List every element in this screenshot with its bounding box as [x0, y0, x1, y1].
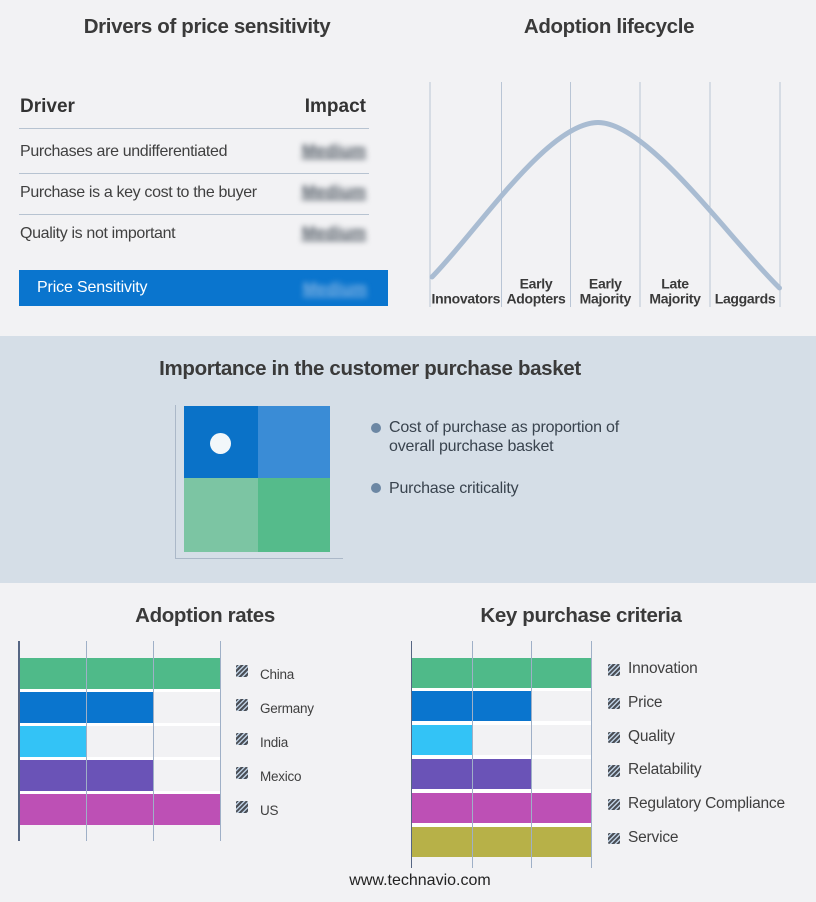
svg-text:Adopters: Adopters — [506, 291, 566, 307]
svg-text:Majority: Majority — [649, 291, 701, 307]
svg-text:Laggards: Laggards — [715, 291, 776, 307]
svg-text:Early: Early — [589, 276, 622, 292]
svg-text:Innovators: Innovators — [432, 291, 501, 307]
svg-text:Majority: Majority — [580, 291, 632, 307]
svg-text:Late: Late — [661, 276, 689, 292]
svg-text:Early: Early — [520, 276, 553, 292]
